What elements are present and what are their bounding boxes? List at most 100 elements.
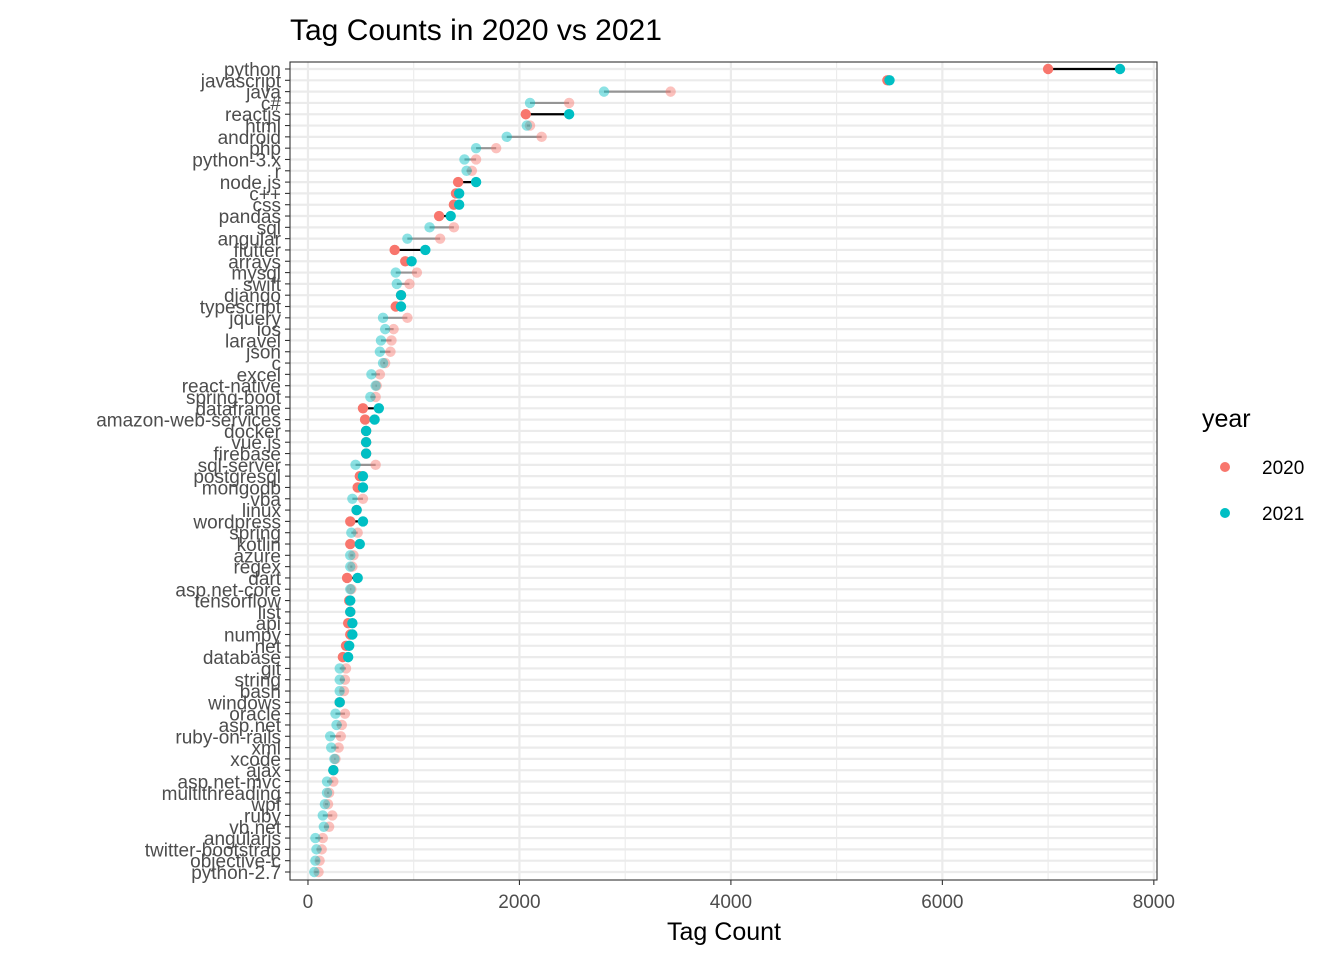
point-2020-jquery (402, 312, 413, 324)
y-tick-label: c# (261, 94, 282, 115)
point-2021-string (334, 674, 345, 685)
y-tick-label: c++ (249, 184, 281, 205)
point-2020-pandas (433, 210, 445, 222)
point-2020-twitter-bootstrap (316, 844, 327, 855)
y-tick-label: ajax (246, 761, 281, 782)
point-2021-pandas (445, 210, 456, 222)
legend-label-2020: 2020 (1262, 458, 1304, 479)
x-axis: 0 2000 4000 6000 8000 (303, 880, 1175, 913)
point-2020-asp.net-core (346, 584, 357, 595)
y-tick-label: python-2.7 (191, 863, 281, 884)
x-tick-label: 8000 (1133, 892, 1175, 913)
point-2021-php (470, 142, 482, 154)
point-2021-ajax (328, 765, 339, 776)
point-2020-wpf (322, 798, 334, 810)
point-2021-json (374, 346, 386, 357)
point-2021-azure (345, 550, 356, 561)
chart-title: Tag Counts in 2020 vs 2021 (290, 14, 662, 47)
point-2020-xml (333, 742, 344, 753)
y-tick-label: oracle (229, 705, 281, 726)
y-tick-label: database (203, 648, 281, 669)
point-2021-ios (379, 323, 391, 335)
point-2021-python (1114, 63, 1126, 75)
panel-background (290, 62, 1157, 880)
y-tick-label: jquery (228, 309, 281, 330)
point-2021-git (334, 663, 345, 674)
point-2021-vue.js (360, 437, 372, 448)
point-2021-wordpress (357, 516, 369, 527)
point-2020-c (379, 357, 391, 369)
y-tick-label: flutter (233, 241, 281, 262)
point-2021-multithreading (321, 787, 333, 799)
point-2021-ruby (317, 810, 328, 821)
y-tick-label: mongodb (202, 478, 281, 499)
y-tick-label: asp.net (219, 716, 282, 737)
y-tick-label: reactjs (225, 105, 281, 126)
point-2021-xcode (329, 753, 340, 765)
y-axis: pythonjavascriptjavac#reactjshtmlandroid… (96, 60, 290, 884)
y-tick-label: tensorflow (194, 592, 281, 613)
y-tick-label: spring (229, 524, 281, 545)
y-tick-label: firebase (213, 445, 281, 466)
y-tick-label: ruby-on-rails (175, 727, 281, 748)
y-tick-label: numpy (224, 625, 282, 646)
y-tick-label: list (258, 603, 282, 624)
point-2021-asp.net-core (345, 584, 356, 595)
y-tick-label: typescript (200, 298, 282, 319)
point-2021-asp.net-mvc (321, 776, 333, 787)
y-tick-label: xcode (230, 750, 281, 771)
y-tick-label: wordpress (192, 512, 281, 533)
point-2020-php (490, 142, 502, 154)
point-2021-dataframe (373, 403, 385, 414)
legend: year 2020 2021 (1202, 405, 1304, 525)
y-tick-label: sql (257, 218, 281, 239)
point-2020-bash (338, 685, 350, 697)
point-2021-css (453, 199, 465, 210)
y-tick-label: ios (257, 320, 281, 341)
y-tick-label: twitter-bootstrap (145, 840, 281, 861)
y-tick-label: c (272, 354, 282, 375)
plot-panel (289, 61, 1158, 881)
y-tick-label: ruby (244, 806, 281, 827)
y-tick-label: objective-c (190, 852, 281, 873)
y-tick-label: linux (242, 501, 282, 522)
point-2021-excel (366, 369, 377, 380)
point-2020-android (536, 131, 547, 143)
point-2021-asp.net (331, 719, 342, 731)
y-tick-label: vb.net (229, 818, 281, 839)
point-2020-kotlin (345, 538, 356, 550)
point-2021-r (461, 165, 472, 176)
point-2020-objective-c (314, 855, 325, 866)
point-2020-git (340, 663, 352, 674)
y-tick-label: sql-server (198, 456, 282, 477)
point-2020-laravel (386, 335, 397, 346)
point-2021-typescript (395, 301, 407, 312)
point-2020-java (665, 86, 676, 97)
point-2020-spring (352, 527, 363, 538)
point-2021-javascript (884, 75, 895, 86)
point-2020-python-3.x (470, 154, 482, 165)
y-tick-label: laravel (225, 331, 281, 352)
point-2020-flutter (389, 244, 400, 256)
point-2021-swift (391, 278, 402, 290)
y-tick-label: php (249, 139, 281, 160)
point-2021-sql-server (350, 459, 361, 471)
x-tick-label: 4000 (710, 892, 752, 913)
point-2021-spring-boot (365, 391, 376, 403)
y-tick-label: xml (251, 739, 281, 760)
y-tick-label: asp.net-core (175, 580, 281, 601)
point-2020-json (385, 346, 396, 357)
y-tick-label: django (224, 286, 281, 307)
point-2021-c# (524, 97, 536, 109)
point-2021-jquery (377, 312, 389, 324)
point-2021-arrays (406, 256, 417, 267)
point-2021-list (345, 606, 356, 618)
y-tick-label: angular (218, 230, 282, 251)
point-2021-windows (334, 697, 345, 708)
point-2021-numpy (347, 629, 358, 640)
legend-key-2021 (1220, 508, 1230, 518)
legend-label-2021: 2021 (1262, 504, 1304, 525)
y-tick-label: dart (248, 569, 281, 590)
point-2021-regex (345, 561, 356, 572)
y-tick-label: bash (240, 682, 281, 703)
